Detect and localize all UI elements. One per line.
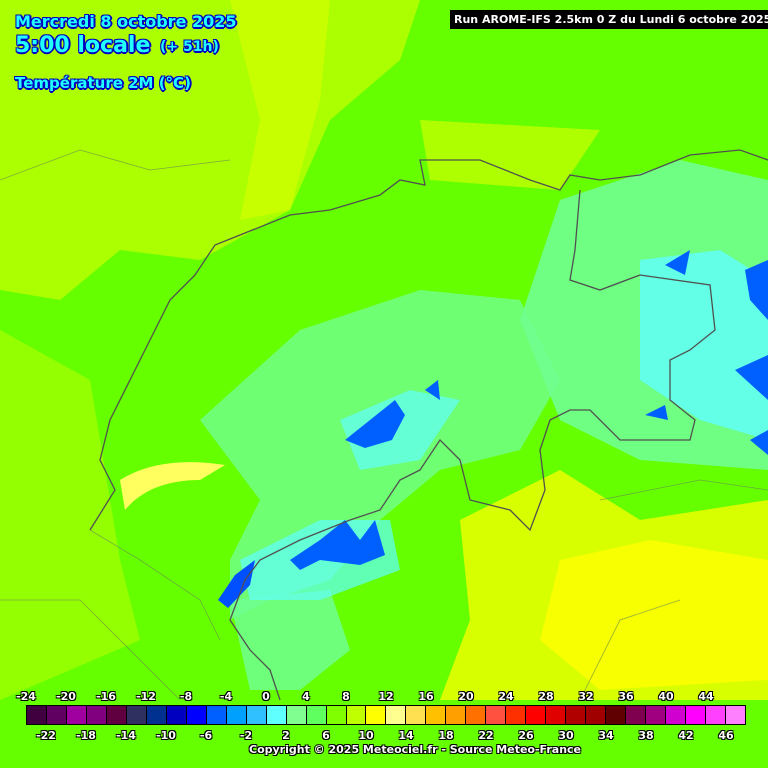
scale-cell — [446, 706, 467, 724]
scale-label: 36 — [618, 690, 634, 703]
scale-label: -18 — [76, 729, 96, 742]
scale-cell — [566, 706, 587, 724]
forecast-hour: 5:00 locale — [15, 33, 151, 58]
color-scale — [26, 705, 746, 725]
scale-cell — [486, 706, 507, 724]
scale-label: -4 — [219, 690, 233, 703]
scale-label: 12 — [378, 690, 394, 703]
scale-cell — [386, 706, 407, 724]
scale-label: -2 — [239, 729, 253, 742]
parameter-label: Température 2M (°C) — [15, 74, 191, 92]
scale-cell — [606, 706, 627, 724]
scale-cell — [226, 706, 247, 724]
forecast-date: Mercredi 8 octobre 2025 — [15, 12, 237, 31]
scale-label: 26 — [518, 729, 534, 742]
freezing-zone-east4 — [645, 405, 668, 420]
scale-label: -24 — [16, 690, 36, 703]
scale-label: 22 — [478, 729, 494, 742]
cool-zone-south — [230, 590, 350, 690]
scale-cell — [646, 706, 666, 724]
scale-label: -8 — [179, 690, 193, 703]
scale-cell — [306, 706, 327, 724]
freezing-zone-bernese — [345, 400, 405, 448]
scale-cell — [246, 706, 267, 724]
scale-label: 38 — [638, 729, 654, 742]
warm-zone-rhine — [230, 0, 330, 220]
scale-label: 8 — [342, 690, 350, 703]
warm-zone-west — [0, 330, 140, 700]
scale-label: 40 — [658, 690, 674, 703]
freezing-zone-east5 — [750, 430, 768, 455]
scale-label: 10 — [358, 729, 374, 742]
scale-label: 32 — [578, 690, 594, 703]
scale-cell — [406, 706, 427, 724]
warm-zone-geneva — [120, 462, 225, 510]
warm-zone-po — [540, 540, 768, 690]
scale-cell — [126, 706, 147, 724]
cold-zone-center — [340, 390, 460, 470]
scale-label: 24 — [498, 690, 514, 703]
scale-cell — [286, 706, 307, 724]
scale-cell — [685, 706, 706, 724]
freezing-zone-montblanc — [218, 560, 255, 608]
scale-label: 34 — [598, 729, 614, 742]
scale-cell — [186, 706, 207, 724]
freezing-zone-east1 — [745, 260, 768, 320]
scale-label: -12 — [136, 690, 156, 703]
scale-cell — [146, 706, 167, 724]
freezing-zone-east3 — [665, 250, 690, 275]
scale-cell — [666, 706, 686, 724]
scale-cell — [66, 706, 87, 724]
scale-cell — [466, 706, 487, 724]
scale-label: -22 — [36, 729, 56, 742]
scale-cell — [546, 706, 567, 724]
scale-cell — [725, 706, 745, 724]
scale-label: -14 — [116, 729, 136, 742]
freezing-zone-center — [425, 380, 440, 400]
scale-cell — [46, 706, 67, 724]
scale-label: -16 — [96, 690, 116, 703]
warm-zone-north — [420, 120, 600, 190]
scale-cell — [106, 706, 127, 724]
scale-cell — [86, 706, 107, 724]
scale-cell — [426, 706, 447, 724]
run-info: Run AROME-IFS 2.5km 0 Z du Lundi 6 octob… — [450, 10, 768, 29]
scale-cell — [626, 706, 647, 724]
scale-label: -6 — [199, 729, 213, 742]
scale-cell — [166, 706, 187, 724]
scale-label: 28 — [538, 690, 554, 703]
scale-label: -10 — [156, 729, 176, 742]
scale-label: 14 — [398, 729, 414, 742]
scale-label: 18 — [438, 729, 454, 742]
scale-cell — [266, 706, 287, 724]
scale-label: 46 — [718, 729, 734, 742]
scale-cell — [705, 706, 726, 724]
scale-label: 0 — [262, 690, 270, 703]
scale-label: 2 — [282, 729, 290, 742]
scale-cell — [366, 706, 387, 724]
cold-zone-east — [640, 250, 768, 440]
scale-label: 16 — [418, 690, 434, 703]
forecast-offset: (+ 51h) — [160, 39, 219, 55]
freezing-zone-east2 — [735, 355, 768, 400]
scale-label: 30 — [558, 729, 574, 742]
scale-cell — [526, 706, 547, 724]
scale-cell — [326, 706, 347, 724]
region-borders — [0, 149, 768, 701]
scale-cell — [27, 706, 47, 724]
country-border — [89, 149, 768, 701]
scale-label: 44 — [698, 690, 714, 703]
scale-cell — [346, 706, 367, 724]
copyright: Copyright © 2025 Meteociel.fr - Source M… — [249, 743, 582, 756]
scale-cell — [506, 706, 527, 724]
scale-cell — [206, 706, 227, 724]
scale-label: 4 — [302, 690, 310, 703]
scale-label: 42 — [678, 729, 694, 742]
freezing-zone-valais — [290, 520, 385, 570]
scale-label: 6 — [322, 729, 330, 742]
scale-label: 20 — [458, 690, 474, 703]
scale-cell — [586, 706, 607, 724]
scale-label: -20 — [56, 690, 76, 703]
